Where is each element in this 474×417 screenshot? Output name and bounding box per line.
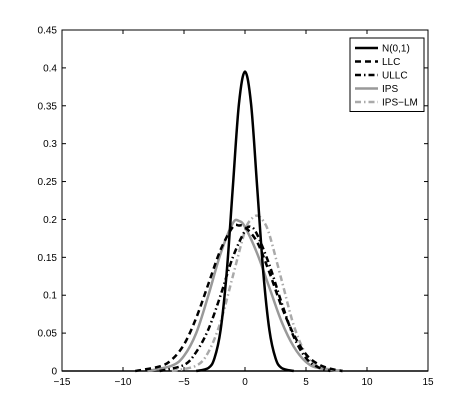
y-tick-label: 0.25 (38, 177, 58, 188)
legend-label: ULLC (382, 71, 408, 82)
legend-label: IPS (382, 84, 398, 95)
y-tick-label: 0.35 (38, 101, 58, 112)
y-tick-label: 0 (51, 367, 57, 378)
y-tick-label: 0.1 (43, 291, 57, 302)
x-tick-label: −15 (54, 377, 71, 388)
y-tick-label: 0.05 (38, 329, 58, 340)
y-axis: 0 0.05 0.1 0.15 0.2 0.25 0.3 0.35 0.4 0.45 (38, 26, 428, 378)
y-tick-label: 0.4 (43, 63, 57, 74)
legend-label: IPS−LM (382, 98, 418, 109)
x-tick-label: 10 (361, 377, 373, 388)
x-tick-label: 15 (422, 377, 434, 388)
legend-label: N(0,1) (382, 44, 410, 55)
series-line-n-0-1- (195, 70, 295, 373)
x-tick-label: −5 (178, 377, 190, 388)
x-tick-label: 0 (242, 377, 248, 388)
legend-box (349, 37, 425, 112)
x-tick-label: −10 (115, 377, 132, 388)
y-tick-label: 0.3 (43, 139, 57, 150)
y-tick-label: 0.15 (38, 253, 58, 264)
y-tick-label: 0.2 (43, 215, 57, 226)
x-tick-label: 5 (303, 377, 309, 388)
series-layer (62, 70, 428, 373)
series-line-llc (134, 223, 343, 373)
series-line-ullc (159, 225, 331, 373)
series-line-ips (147, 218, 343, 373)
legend: N(0,1) LLC ULLC IPS IPS−LM (349, 37, 425, 112)
y-tick-label: 0.45 (38, 26, 58, 37)
series-line-ips-lm (171, 214, 343, 373)
legend-label: LLC (382, 57, 400, 68)
